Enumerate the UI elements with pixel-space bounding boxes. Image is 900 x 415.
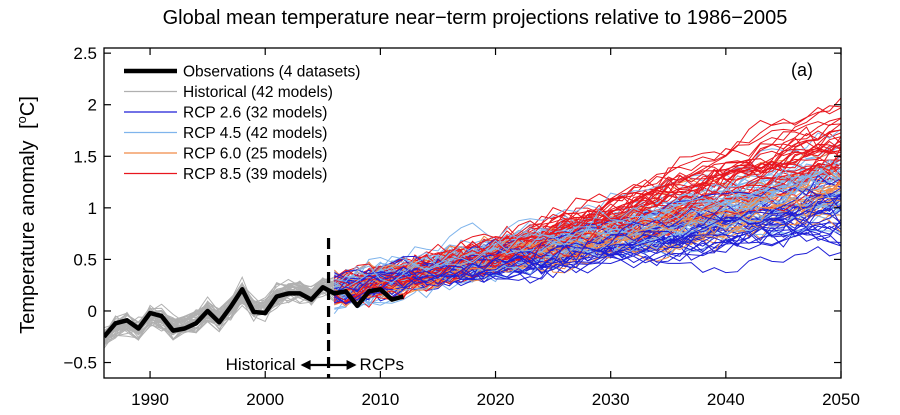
y-tick-label: −0.5 [63, 354, 97, 373]
y-axis-label-main: Temperature anomaly [17, 140, 39, 333]
arrow-right-head [346, 360, 357, 370]
x-tick-label: 2030 [592, 390, 630, 409]
rcps-label: RCPs [360, 355, 404, 374]
rcp45-model-line [334, 128, 841, 281]
arrow-left-head [300, 360, 311, 370]
y-axis: −0.5 0 0.5 1 1.5 2 2.5 [63, 44, 841, 373]
x-tick-label: 2050 [822, 390, 860, 409]
rcp60-model-line [334, 177, 841, 306]
rcp85-model-line [333, 123, 841, 300]
x-tick-label: 1990 [131, 390, 169, 409]
legend: Observations (4 datasets) Historical (42 … [124, 64, 360, 183]
observations-line [104, 285, 404, 339]
legend-entry-label: RCP 4.5 (42 models) [183, 125, 327, 142]
x-tick-label: 2020 [477, 390, 515, 409]
rcp45-model-line [334, 173, 841, 284]
y-axis-label-unit: C] [17, 96, 39, 116]
legend-entry-label: RCP 6.0 (25 models) [183, 146, 327, 163]
y-tick-label: 2.5 [73, 44, 97, 63]
rcp45-model-line [333, 172, 841, 296]
plot-frame [103, 47, 842, 379]
svg-text:Temperature anomaly [oC]: Temperature anomaly [oC] [14, 96, 39, 334]
y-tick-label: 1.5 [73, 147, 97, 166]
x-tick-label: 2000 [246, 390, 284, 409]
x-axis: 1990 2000 2010 2020 2030 2040 2050 [131, 48, 860, 409]
legend-entry-label: RCP 2.6 (32 models) [183, 105, 327, 122]
x-tick-label: 2040 [707, 390, 745, 409]
y-tick-label: 1 [88, 199, 97, 218]
historical-model-line [104, 283, 335, 341]
y-axis-label-bracket-open: [ [17, 123, 39, 129]
x-tick-label: 2010 [361, 390, 399, 409]
model-ensemble [104, 97, 841, 349]
observations-layer [104, 285, 404, 339]
legend-entry-label: RCP 8.5 (39 models) [183, 166, 327, 183]
legend-entry-label: Historical (42 models) [183, 84, 333, 101]
y-tick-label: 0.5 [73, 250, 97, 269]
legend-entry-label: Observations (4 datasets) [183, 64, 360, 81]
y-tick-label: 0 [88, 302, 97, 321]
rcp45-model-line [334, 205, 841, 300]
period-annotation: Historical RCPs [226, 355, 404, 374]
rcp85-model-line [334, 129, 841, 287]
rcp26-model-line [334, 194, 841, 304]
rcp60-model-line [333, 180, 841, 308]
chart-title: Global mean temperature near−term projec… [163, 7, 788, 29]
rcp85-model-line [334, 146, 841, 279]
rcp26-model-line [334, 246, 841, 281]
rcp26-model-line [334, 195, 841, 281]
rcp26-model-line [334, 192, 841, 294]
historical-label: Historical [226, 355, 296, 374]
panel-label: (a) [791, 60, 813, 80]
y-axis-label: Temperature anomaly [oC] [14, 96, 39, 334]
y-axis-label-degree: o [14, 116, 29, 123]
y-tick-label: 2 [88, 96, 97, 115]
period-arrows [300, 360, 357, 370]
